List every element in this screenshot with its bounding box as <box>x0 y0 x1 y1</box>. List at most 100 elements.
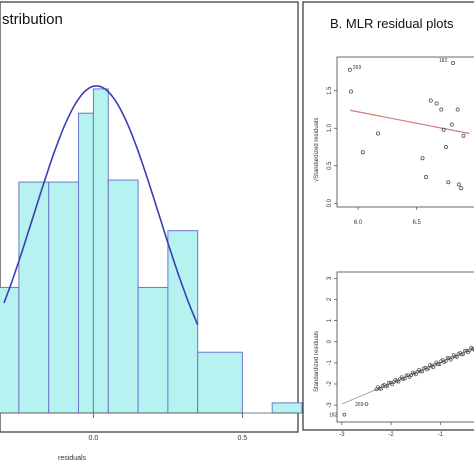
scatter-point <box>461 133 466 138</box>
scatter-point <box>376 131 380 136</box>
qq-outlier-point <box>342 412 347 417</box>
histogram-bar <box>48 181 79 414</box>
y-tick-label: -1 <box>327 360 333 366</box>
panel-b-frame <box>302 1 474 431</box>
scatter-point <box>451 61 455 65</box>
qq-point <box>463 348 467 353</box>
scatter-point <box>459 186 464 191</box>
histogram-xlabel: residuals <box>58 455 87 462</box>
x-tick-label: 6.0 <box>354 220 363 226</box>
x-tick-label: 0.5 <box>238 435 248 442</box>
histogram-bar <box>137 286 169 414</box>
x-tick-label: -3 <box>339 432 345 438</box>
y-tick-label: 1.0 <box>327 123 333 132</box>
histogram-bars <box>0 88 303 414</box>
scale-location-box <box>336 56 474 208</box>
scatter-point <box>360 150 365 155</box>
qq-outlier-point <box>364 402 369 406</box>
qq-point <box>444 359 448 363</box>
scatter-point <box>420 156 425 161</box>
qq-point <box>418 369 423 374</box>
point-label: 182 <box>439 58 448 64</box>
scatter-point <box>444 145 448 149</box>
qq-ylabel: Standardized residuals <box>314 331 320 392</box>
qq-point <box>461 352 466 356</box>
qq-point <box>404 373 409 378</box>
density-curve <box>3 85 199 326</box>
qq-point <box>459 352 464 357</box>
qq-point <box>377 386 382 391</box>
qq-point <box>428 363 432 367</box>
qq-point <box>445 356 450 360</box>
qq-point <box>437 362 442 367</box>
y-tick-label: 0.0 <box>327 198 333 207</box>
scale-location-ticks: 6.0 6.5 0.0 0.5 1.0 1.5 <box>327 86 422 226</box>
y-tick-label: 0.5 <box>327 161 333 170</box>
qq-point <box>455 355 459 359</box>
trend-line <box>349 109 470 135</box>
scatter-point <box>446 180 451 185</box>
qq-point <box>401 377 406 381</box>
qq-point <box>426 366 431 370</box>
qq-point <box>387 380 391 385</box>
scatter-point <box>441 127 446 132</box>
qq-ticks: -3 -2 -1 -3 -2 -1 0 1 2 3 <box>327 276 444 438</box>
histogram-bar <box>92 88 109 414</box>
y-tick-label: 3 <box>327 276 333 280</box>
point-label: 269 <box>353 65 362 71</box>
scale-location-points: 269 182 <box>347 58 466 191</box>
qq-point <box>467 348 472 353</box>
y-tick-label: 1 <box>327 318 333 322</box>
point-label: 182 <box>329 413 338 419</box>
panel-a-title: stribution <box>2 11 63 28</box>
qq-points: 182 269 <box>329 345 474 419</box>
histogram-bar <box>271 402 303 414</box>
histogram-bar <box>107 179 139 414</box>
histogram-x-ticks: 0.0 0.5 <box>89 413 248 442</box>
x-tick-label: 0.0 <box>89 435 99 442</box>
y-tick-label: -3 <box>327 402 333 408</box>
qq-point <box>391 380 396 385</box>
qq-point <box>431 365 436 369</box>
scatter-point <box>456 182 461 187</box>
y-tick-label: 0 <box>327 339 333 343</box>
qq-point <box>421 366 426 371</box>
qq-point <box>409 373 413 377</box>
scatter-point <box>428 98 433 103</box>
qq-point <box>414 372 418 377</box>
scatter-point <box>439 107 444 112</box>
histogram-bar <box>78 112 94 414</box>
scatter-point <box>347 67 352 72</box>
qq-point <box>472 347 474 352</box>
scatter-point <box>455 107 460 112</box>
scatter-point <box>349 89 354 94</box>
qq-point <box>420 369 424 374</box>
scale-location-ylabel: √Standardized residuals <box>313 118 320 182</box>
point-label: 269 <box>355 402 364 408</box>
panel-a-frame <box>0 1 299 433</box>
qq-plot: Standardized residuals 182 269 -3 -2 -1 -3 -2… <box>314 271 474 438</box>
qq-point <box>436 362 440 366</box>
x-tick-label: 6.5 <box>413 220 422 226</box>
qq-point <box>379 387 383 391</box>
qq-point <box>402 376 407 381</box>
histogram-bar <box>197 351 243 414</box>
qq-point <box>396 379 401 384</box>
x-tick-label: -1 <box>438 432 444 438</box>
histogram-bar <box>0 286 20 414</box>
scatter-point <box>424 175 429 179</box>
qq-point <box>385 383 390 388</box>
panel-a-histogram: stribution 0.0 0.5 residuals <box>0 1 303 462</box>
qq-box <box>336 271 474 423</box>
y-tick-label: 1.5 <box>327 86 333 95</box>
x-tick-label: -2 <box>388 432 394 438</box>
histogram-bar <box>167 230 199 414</box>
panel-b-title: B. MLR residual plots <box>330 16 454 31</box>
scale-location-plot: √Standardized residuals 269 182 6.0 6.5 0.0… <box>313 56 474 226</box>
y-tick-label: -2 <box>327 381 333 387</box>
qq-reference-line <box>341 347 474 405</box>
panel-b-residual-plots: B. MLR residual plots √Standardized resi… <box>302 1 474 438</box>
qq-point <box>450 355 455 360</box>
scatter-point <box>434 101 439 106</box>
